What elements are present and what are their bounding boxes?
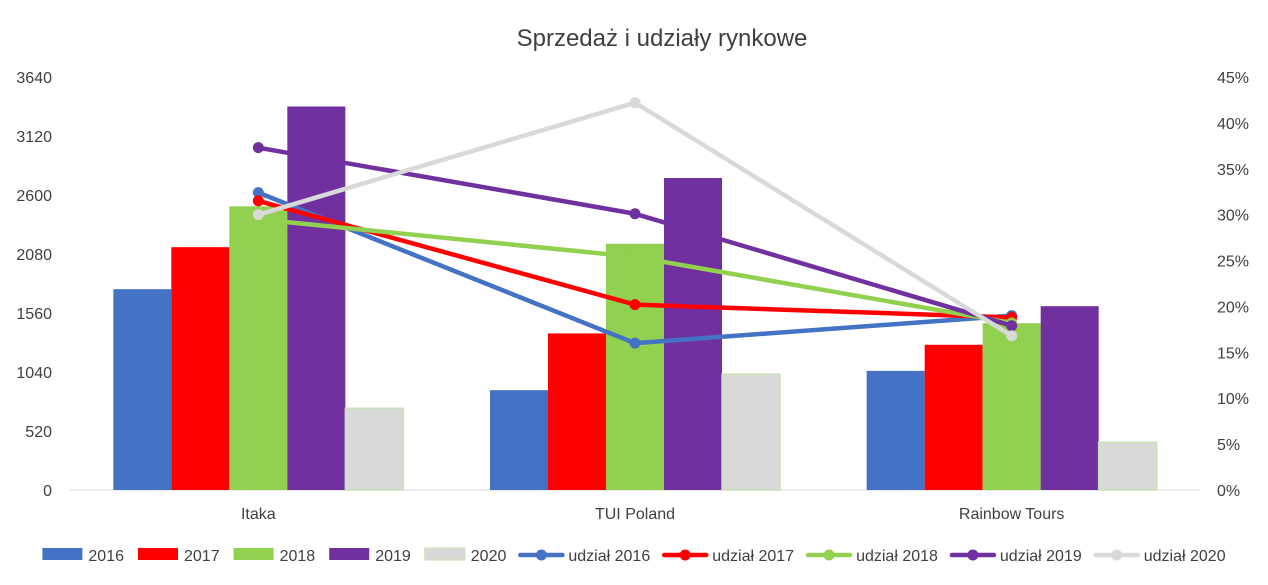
legend-swatch-2019 [329,548,370,560]
right-axis-tick-label: 5% [1217,437,1240,454]
right-axis: 0% 5% 10% 15% 20% 25% 30% 35% 40% 45% [1217,70,1249,500]
marker-udział-2019 [1006,320,1018,332]
bar-2020-rainbow-tours [1097,441,1158,491]
bar-2020-tui-poland [721,373,781,491]
marker-udział-2017 [629,299,641,311]
bar-2018-tui-poland [606,243,664,490]
left-axis: 0 520 1040 1560 2080 2600 3120 3640 [16,70,52,500]
left-axis-tick-label: 0 [43,483,52,500]
legend-swatch-2018 [233,548,274,560]
lines-group [252,97,1018,349]
left-axis-tick-label: 3640 [16,70,52,87]
bar-2017-itaka [171,247,230,490]
right-axis-tick-label: 25% [1217,254,1249,271]
chart-title: Sprzedaż i udziały rynkowe [517,25,808,52]
legend-label: 2019 [375,548,411,565]
marker-udział-2017 [252,195,264,207]
legend-label: udział 2019 [1000,548,1082,565]
marker-udział-2016 [629,337,641,349]
legend-marker-udział-2016 [535,549,547,561]
bar-2016-tui-poland [490,390,548,490]
legend-label: 2018 [280,548,316,565]
marker-udział-2016 [252,187,264,199]
marker-udział-2020 [1006,330,1018,342]
legend-marker-udział-2017 [679,549,691,561]
legend-label: 2020 [471,548,507,565]
legend-swatch-2016 [42,548,83,560]
right-axis-tick-label: 40% [1217,116,1249,133]
marker-udział-2020 [629,97,641,109]
bar-2017-rainbow-tours [924,344,983,490]
left-axis-tick-label: 2080 [16,247,52,264]
legend-label: 2017 [184,548,220,565]
x-axis-label: Itaka [241,506,276,523]
left-axis-tick-label: 1040 [16,365,52,382]
right-axis-tick-label: 35% [1217,162,1249,179]
legend-label: udział 2018 [856,548,938,565]
legend-swatch-2020 [424,547,466,561]
bar-2019-itaka [287,106,346,490]
bars-group [113,106,1158,491]
marker-udział-2020 [252,209,264,221]
right-axis-tick-label: 0% [1217,483,1240,500]
marker-udział-2019 [252,142,264,154]
x-axis-labels: Itaka TUI Poland Rainbow Tours [241,506,1064,523]
x-axis-label: TUI Poland [595,506,675,523]
bar-2017-tui-poland [548,333,606,490]
marker-udział-2018 [629,251,641,263]
bar-2016-rainbow-tours [866,370,925,490]
legend-label: 2016 [88,548,124,565]
left-axis-tick-label: 1560 [16,306,52,323]
legend-label: udział 2016 [568,548,650,565]
bar-2016-itaka [113,289,172,490]
bar-2018-rainbow-tours [982,323,1041,490]
bar-2018-itaka [229,206,288,490]
legend: 2016 2017 2018 2019 2020 udział 2016 udział 20… [42,547,1226,565]
legend-marker-udział-2018 [823,549,835,561]
right-axis-tick-label: 30% [1217,208,1249,225]
legend-swatch-2017 [138,548,178,560]
right-axis-tick-label: 10% [1217,391,1249,408]
left-axis-tick-label: 520 [25,424,52,441]
left-axis-tick-label: 2600 [16,188,52,205]
bar-2020-itaka [344,407,405,491]
marker-udział-2019 [629,208,641,220]
right-axis-tick-label: 45% [1217,70,1249,87]
x-axis-label: Rainbow Tours [959,506,1065,523]
right-axis-tick-label: 20% [1217,299,1249,316]
right-axis-tick-label: 15% [1217,345,1249,362]
left-axis-tick-label: 3120 [16,129,52,146]
bar-2019-rainbow-tours [1040,306,1099,490]
legend-label: udział 2017 [712,548,794,565]
legend-label: udział 2020 [1144,548,1226,565]
legend-marker-udział-2020 [1111,549,1123,561]
legend-marker-udział-2019 [967,549,979,561]
